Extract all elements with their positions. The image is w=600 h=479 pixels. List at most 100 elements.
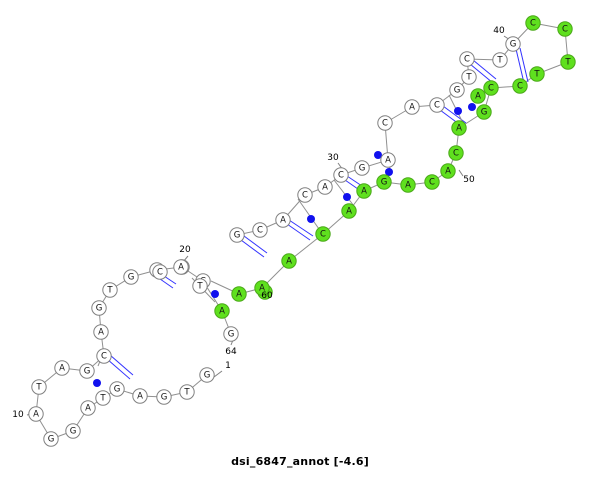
base-node[interactable]: G xyxy=(476,104,492,120)
base-node[interactable]: G xyxy=(123,269,139,285)
base-node[interactable]: G xyxy=(79,363,95,379)
base-node[interactable]: G xyxy=(199,367,215,383)
base-circle[interactable] xyxy=(529,66,545,82)
base-circle[interactable] xyxy=(400,177,416,193)
base-circle[interactable] xyxy=(440,163,456,179)
base-circle[interactable] xyxy=(525,15,541,31)
base-circle[interactable] xyxy=(123,269,139,285)
base-node[interactable]: A xyxy=(451,120,467,136)
base-circle[interactable] xyxy=(297,187,313,203)
base-node[interactable]: G xyxy=(156,389,172,405)
base-node[interactable]: A xyxy=(132,388,148,404)
base-circle[interactable] xyxy=(179,384,195,400)
base-circle[interactable] xyxy=(199,367,215,383)
base-node[interactable]: C xyxy=(96,348,112,364)
base-node[interactable]: A xyxy=(275,212,291,228)
base-node[interactable]: C xyxy=(377,115,393,131)
base-circle[interactable] xyxy=(65,423,81,439)
base-circle[interactable] xyxy=(281,253,297,269)
base-circle[interactable] xyxy=(156,389,172,405)
base-node[interactable]: C xyxy=(448,145,464,161)
base-circle[interactable] xyxy=(231,286,247,302)
base-circle[interactable] xyxy=(476,104,492,120)
base-node[interactable]: G xyxy=(505,36,521,52)
base-node[interactable]: C xyxy=(525,15,541,31)
base-circle[interactable] xyxy=(451,120,467,136)
base-node[interactable]: A xyxy=(28,406,44,422)
base-node[interactable]: G xyxy=(91,300,107,316)
base-circle[interactable] xyxy=(132,388,148,404)
base-node[interactable]: A xyxy=(404,99,420,115)
base-node[interactable]: A xyxy=(231,286,247,302)
base-circle[interactable] xyxy=(91,300,107,316)
base-circle[interactable] xyxy=(512,78,528,94)
base-node[interactable]: T xyxy=(560,54,576,70)
base-node[interactable]: G xyxy=(223,326,239,342)
base-circle[interactable] xyxy=(28,406,44,422)
base-node[interactable]: A xyxy=(80,400,96,416)
base-node[interactable]: A xyxy=(93,324,109,340)
base-node[interactable]: G xyxy=(109,381,125,397)
base-node[interactable]: A xyxy=(341,203,357,219)
base-node[interactable]: A xyxy=(440,163,456,179)
base-node[interactable]: G xyxy=(354,160,370,176)
base-circle[interactable] xyxy=(341,203,357,219)
base-node[interactable]: G xyxy=(376,174,392,190)
base-node[interactable]: C xyxy=(152,264,168,280)
base-node[interactable]: C xyxy=(297,187,313,203)
base-circle[interactable] xyxy=(461,69,477,85)
base-circle[interactable] xyxy=(424,174,440,190)
base-node[interactable]: C xyxy=(557,21,573,37)
base-circle[interactable] xyxy=(354,160,370,176)
base-circle[interactable] xyxy=(43,431,59,447)
base-circle[interactable] xyxy=(505,36,521,52)
base-node[interactable]: C xyxy=(429,97,445,113)
base-node[interactable]: T xyxy=(192,278,208,294)
base-circle[interactable] xyxy=(275,212,291,228)
base-circle[interactable] xyxy=(404,99,420,115)
base-circle[interactable] xyxy=(214,303,230,319)
base-circle[interactable] xyxy=(470,88,486,104)
base-node[interactable]: T xyxy=(31,379,47,395)
base-node[interactable]: C xyxy=(424,174,440,190)
base-circle[interactable] xyxy=(429,97,445,113)
base-circle[interactable] xyxy=(333,167,349,183)
base-circle[interactable] xyxy=(54,360,70,376)
base-circle[interactable] xyxy=(229,227,245,243)
base-circle[interactable] xyxy=(79,363,95,379)
base-node[interactable]: A xyxy=(173,259,189,275)
base-circle[interactable] xyxy=(448,145,464,161)
base-circle[interactable] xyxy=(31,379,47,395)
base-circle[interactable] xyxy=(93,324,109,340)
base-node[interactable]: T xyxy=(95,390,111,406)
base-circle[interactable] xyxy=(449,82,465,98)
base-node[interactable]: A xyxy=(214,303,230,319)
base-node[interactable]: G xyxy=(229,227,245,243)
base-circle[interactable] xyxy=(459,51,475,67)
base-node[interactable]: G xyxy=(65,423,81,439)
base-circle[interactable] xyxy=(560,54,576,70)
base-circle[interactable] xyxy=(95,390,111,406)
base-circle[interactable] xyxy=(557,21,573,37)
base-circle[interactable] xyxy=(192,278,208,294)
base-circle[interactable] xyxy=(173,259,189,275)
base-node[interactable]: G xyxy=(43,431,59,447)
base-node[interactable]: A xyxy=(317,179,333,195)
base-circle[interactable] xyxy=(152,264,168,280)
base-node[interactable]: A xyxy=(356,183,372,199)
base-node[interactable]: A xyxy=(54,360,70,376)
base-node[interactable]: T xyxy=(492,52,508,68)
base-circle[interactable] xyxy=(80,400,96,416)
base-circle[interactable] xyxy=(102,282,118,298)
base-circle[interactable] xyxy=(380,152,396,168)
base-node[interactable]: C xyxy=(252,222,268,238)
base-circle[interactable] xyxy=(483,80,499,96)
base-node[interactable]: C xyxy=(315,226,331,242)
base-node[interactable]: G xyxy=(449,82,465,98)
base-node[interactable]: T xyxy=(179,384,195,400)
base-circle[interactable] xyxy=(109,381,125,397)
base-node[interactable]: A xyxy=(281,253,297,269)
base-node[interactable]: A xyxy=(400,177,416,193)
base-circle[interactable] xyxy=(96,348,112,364)
base-node[interactable]: A xyxy=(470,88,486,104)
